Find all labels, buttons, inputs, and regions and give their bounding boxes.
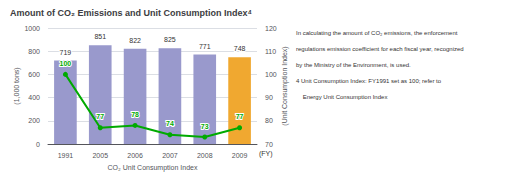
svg-text:80: 80 xyxy=(265,117,273,124)
svg-text:(Unit Consumption Index): (Unit Consumption Index) xyxy=(281,46,289,125)
svg-text:(FY): (FY) xyxy=(259,150,273,158)
svg-text:0: 0 xyxy=(36,141,40,148)
svg-text:2005: 2005 xyxy=(92,152,108,159)
svg-text:Energy Unit Consumption Index: Energy Unit Consumption Index xyxy=(296,94,387,100)
svg-text:2007: 2007 xyxy=(162,152,178,159)
svg-text:4 Unit Consumption Index: FY19: 4 Unit Consumption Index: FY1991 set as … xyxy=(296,78,442,84)
svg-text:825: 825 xyxy=(164,36,176,43)
svg-text:90: 90 xyxy=(265,94,273,101)
svg-text:Amount of CO₂ Emissions and Un: Amount of CO₂ Emissions and Unit Consump… xyxy=(10,8,252,18)
svg-text:73: 73 xyxy=(201,123,209,130)
svg-text:regulations emission coefficie: regulations emission coefficient for eac… xyxy=(296,46,464,52)
svg-text:2009: 2009 xyxy=(232,152,248,159)
svg-text:851: 851 xyxy=(94,33,106,40)
svg-text:100: 100 xyxy=(265,71,277,78)
svg-text:77: 77 xyxy=(96,113,104,120)
svg-text:2008: 2008 xyxy=(197,152,213,159)
svg-text:1000: 1000 xyxy=(24,25,40,32)
svg-text:by the Ministry of the Environ: by the Ministry of the Environment, is u… xyxy=(296,62,411,68)
svg-text:74: 74 xyxy=(166,120,174,127)
svg-text:77: 77 xyxy=(236,113,244,120)
svg-text:400: 400 xyxy=(28,94,40,101)
svg-text:1991: 1991 xyxy=(58,152,74,159)
svg-text:200: 200 xyxy=(28,117,40,124)
svg-text:2006: 2006 xyxy=(127,152,143,159)
svg-text:822: 822 xyxy=(129,37,141,44)
svg-text:800: 800 xyxy=(28,48,40,55)
svg-text:In calculating the amount of C: In calculating the amount of CO₂ emissio… xyxy=(296,30,458,36)
svg-text:600: 600 xyxy=(28,71,40,78)
svg-text:110: 110 xyxy=(265,48,276,55)
svg-text:120: 120 xyxy=(265,25,277,32)
svg-text:78: 78 xyxy=(131,111,139,118)
svg-text:748: 748 xyxy=(234,45,246,52)
svg-text:719: 719 xyxy=(60,49,72,56)
svg-text:CO₂ Unit Consumption Index: CO₂ Unit Consumption Index xyxy=(108,164,198,172)
svg-text:(1,000 tons): (1,000 tons) xyxy=(13,67,21,104)
svg-text:100: 100 xyxy=(60,60,72,67)
svg-text:70: 70 xyxy=(265,141,273,148)
svg-text:771: 771 xyxy=(199,43,211,50)
